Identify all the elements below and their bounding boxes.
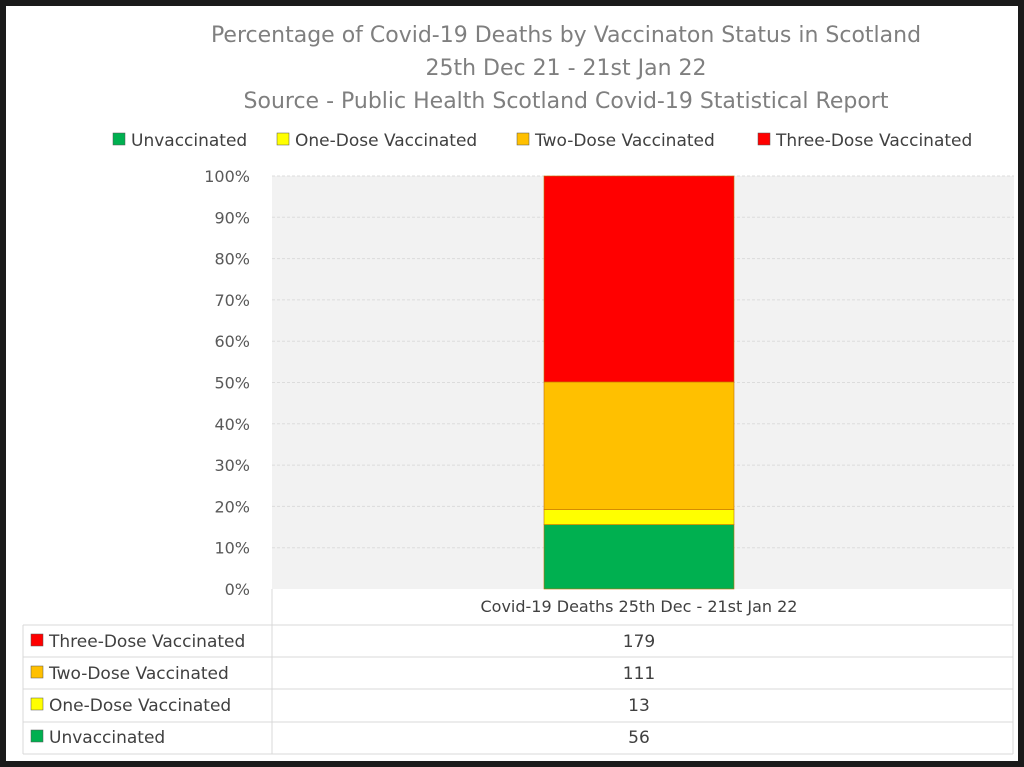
legend-swatch-three-dose [757,132,771,146]
title-line-3: Source - Public Health Scotland Covid-19… [244,89,889,114]
data-table: Covid-19 Deaths 25th Dec - 21st Jan 22 T… [22,589,1014,755]
y-tick-label: 10% [214,539,250,558]
title-line-1: Percentage of Covid-19 Deaths by Vaccina… [211,23,921,48]
title-line-2: 25th Dec 21 - 21st Jan 22 [425,56,706,81]
table-value-one-dose: 13 [628,696,650,716]
table-label-one-dose: One-Dose Vaccinated [49,696,231,716]
table-label-unvaccinated: Unvaccinated [49,728,165,748]
legend: Unvaccinated One-Dose Vaccinated Two-Dos… [112,131,972,151]
table-swatch-unvaccinated [30,729,44,743]
table-value-three-dose: 179 [623,632,655,652]
chart-frame: Percentage of Covid-19 Deaths by Vaccina… [6,6,1018,761]
legend-label-unvaccinated: Unvaccinated [131,131,247,151]
legend-label-two-dose: Two-Dose Vaccinated [534,131,715,151]
bar-segment-three-dose-vaccinated [543,175,735,383]
bar-segment-two-dose-vaccinated [543,381,735,510]
table-swatch-three-dose [30,633,44,647]
legend-swatch-one-dose [276,132,290,146]
y-tick-label: 80% [214,250,250,269]
y-tick-label: 60% [214,332,250,351]
y-tick-label: 90% [214,208,250,227]
y-axis: 0% 10% 20% 30% 40% 50% 60% 70% 80% 90% 100% [204,167,250,599]
bar-stack [543,175,735,590]
y-tick-label: 70% [214,291,250,310]
legend-label-three-dose: Three-Dose Vaccinated [775,131,972,151]
legend-swatch-two-dose [516,132,530,146]
bar-segment-one-dose-vaccinated [543,509,735,525]
table-label-three-dose: Three-Dose Vaccinated [48,632,245,652]
legend-swatch-unvaccinated [112,132,126,146]
table-swatch-two-dose [30,665,44,679]
y-tick-label: 100% [204,167,250,186]
y-tick-label: 20% [214,497,250,516]
category-label: Covid-19 Deaths 25th Dec - 21st Jan 22 [481,597,798,616]
table-swatch-one-dose [30,697,44,711]
table-label-two-dose: Two-Dose Vaccinated [48,664,229,684]
stacked-bar-chart: Percentage of Covid-19 Deaths by Vaccina… [22,23,1014,755]
y-tick-label: 50% [214,374,250,393]
table-value-unvaccinated: 56 [628,728,650,748]
bar-segment-unvaccinated [543,524,735,590]
legend-label-one-dose: One-Dose Vaccinated [295,131,477,151]
y-tick-label: 30% [214,456,250,475]
y-tick-label: 40% [214,415,250,434]
chart-title: Percentage of Covid-19 Deaths by Vaccina… [211,23,921,114]
y-tick-label: 0% [225,580,250,599]
table-value-two-dose: 111 [623,664,655,684]
